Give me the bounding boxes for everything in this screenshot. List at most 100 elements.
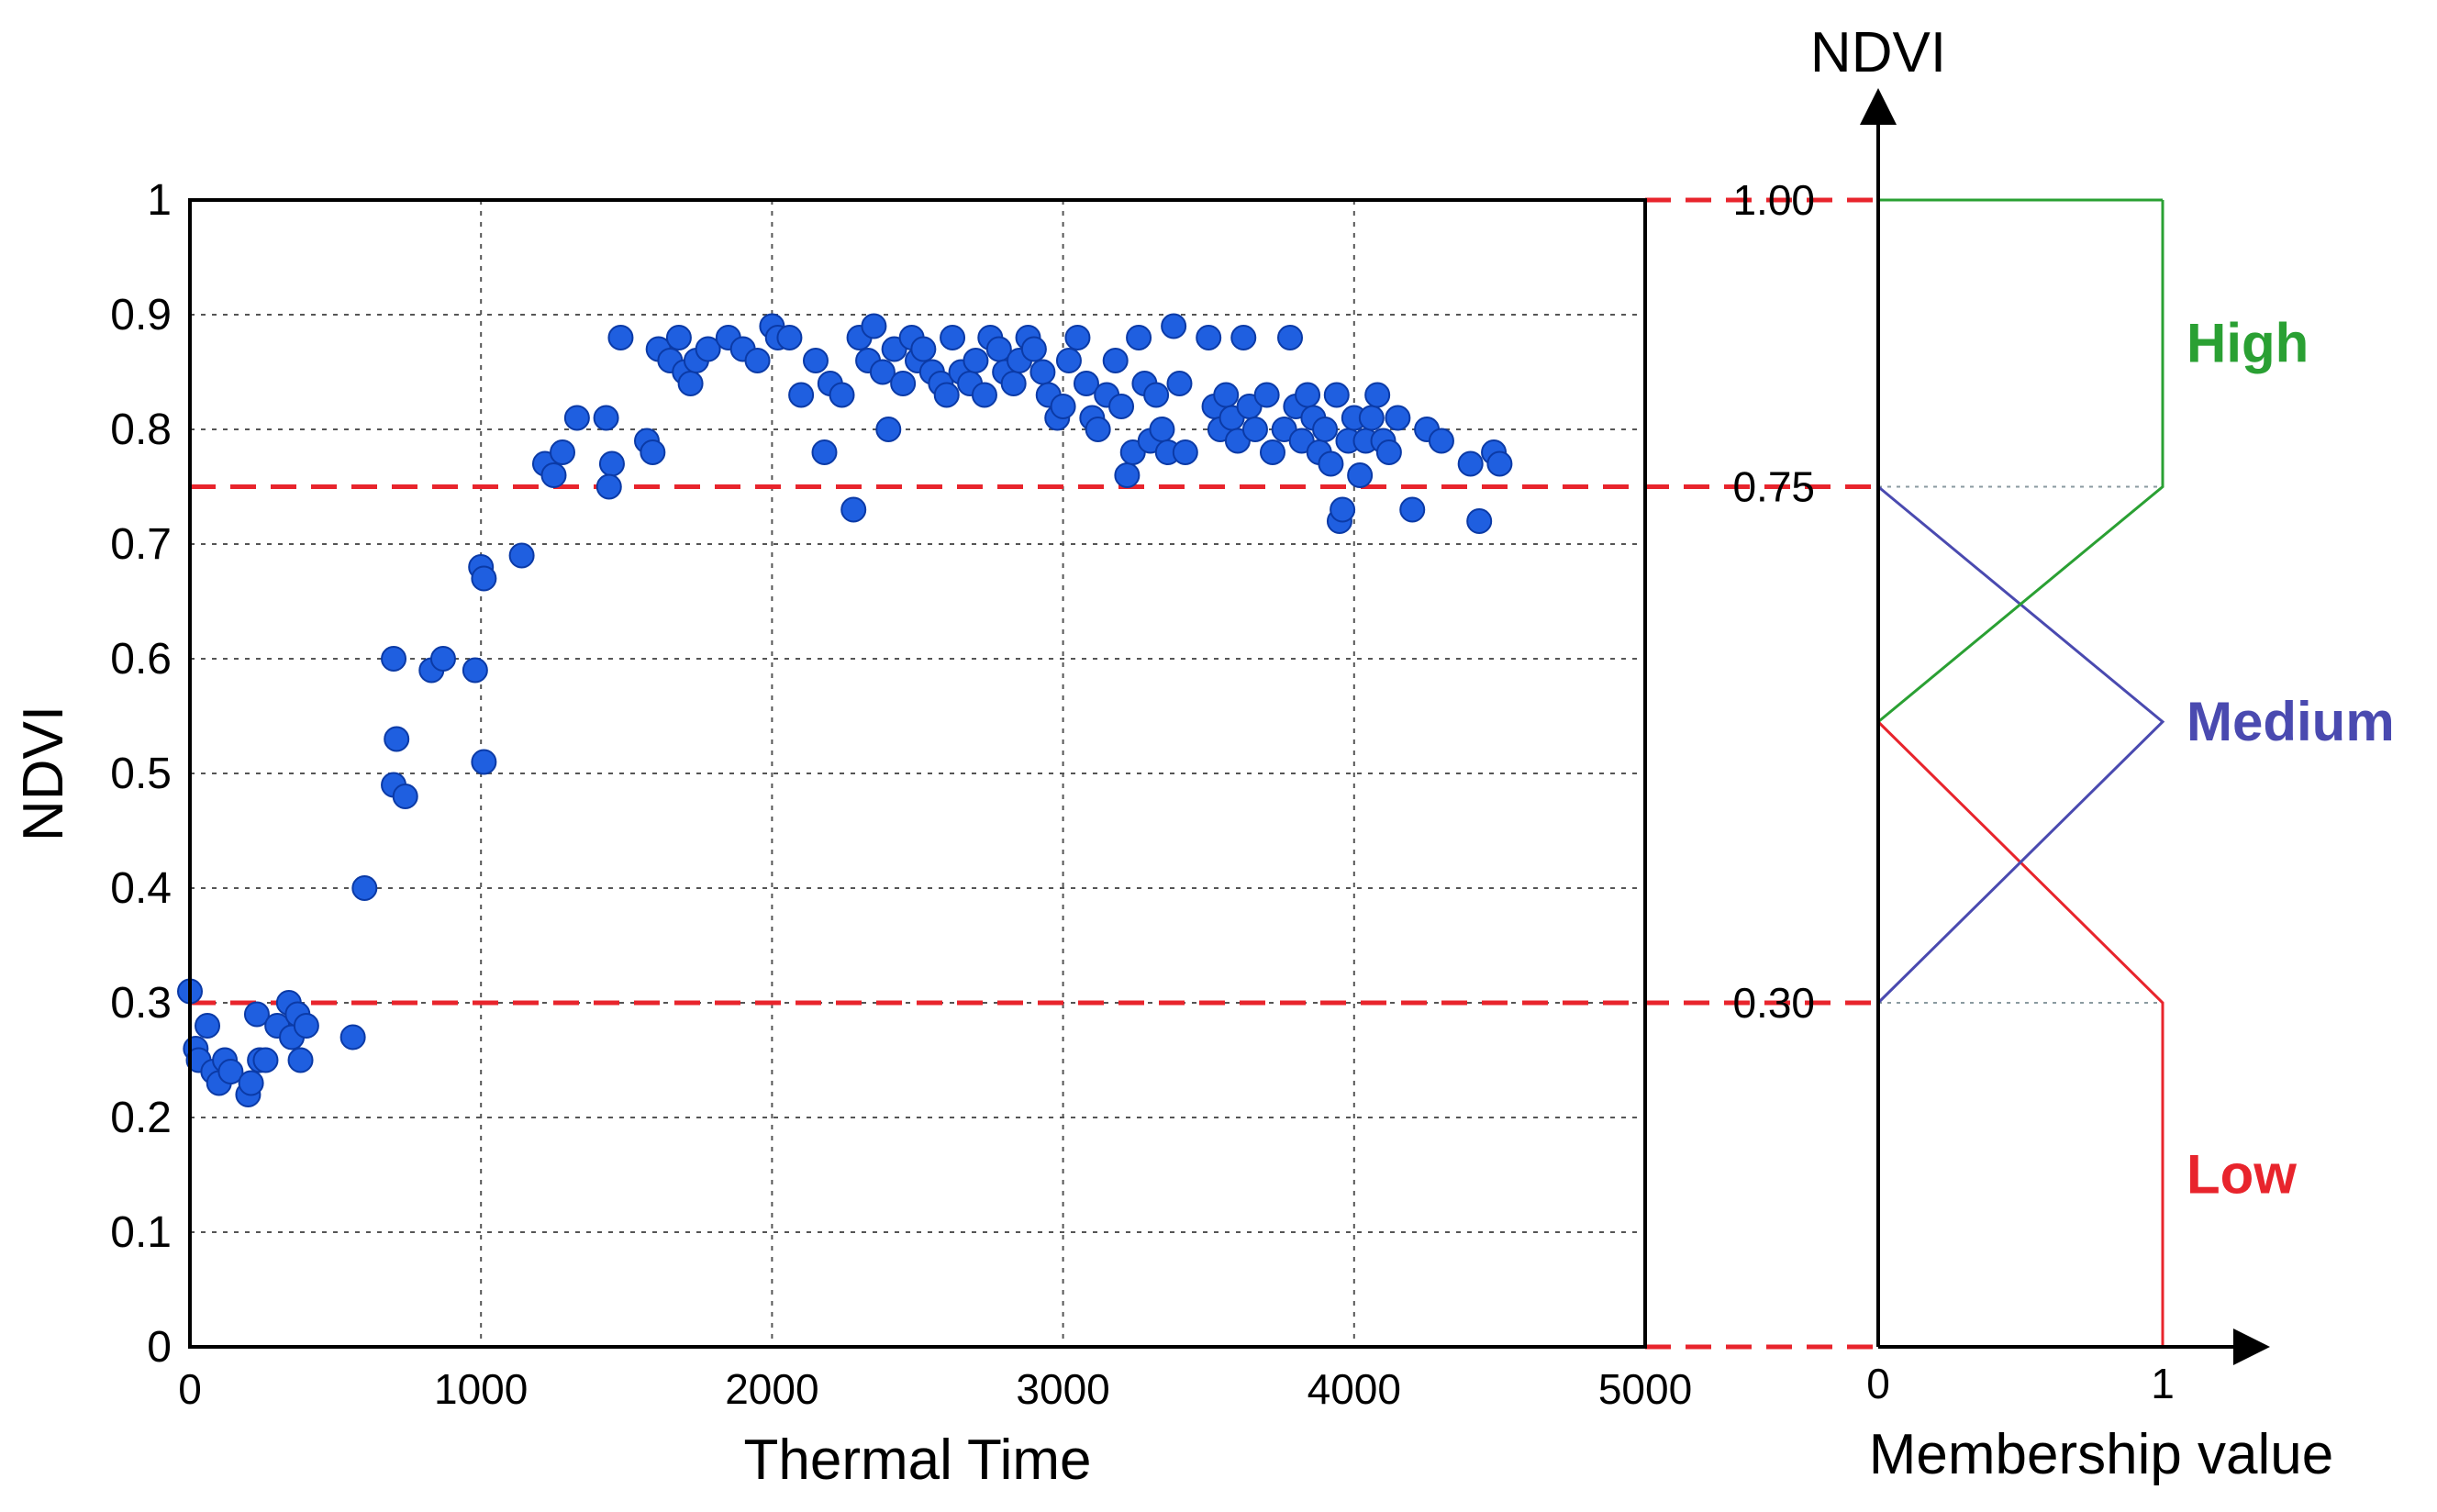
y-tick-label: 0.6 — [110, 635, 172, 684]
data-point — [563, 405, 590, 431]
plot-frame — [188, 198, 1647, 1349]
data-point — [540, 462, 567, 488]
data-point — [1428, 428, 1454, 454]
x-tick-labels: 0 1000 2000 3000 4000 5000 — [178, 1365, 1692, 1413]
membership-class-labels: High Medium Low — [2187, 312, 2395, 1205]
data-point — [1055, 348, 1082, 373]
x-tick-label: 3000 — [1016, 1365, 1109, 1413]
membership-x-axis-title: Membership value — [1869, 1423, 2334, 1486]
data-point — [910, 336, 937, 362]
data-point — [875, 417, 902, 442]
data-point — [788, 382, 815, 408]
data-point — [392, 784, 418, 809]
data-point — [1330, 496, 1356, 523]
data-point — [744, 348, 771, 373]
data-point — [1358, 405, 1385, 431]
data-point — [243, 1001, 270, 1028]
data-point — [1241, 417, 1268, 442]
class-label-medium: Medium — [2187, 691, 2395, 752]
data-point — [1161, 313, 1187, 339]
class-label-high: High — [2187, 312, 2309, 373]
membership-guide-lines — [1878, 485, 2163, 1004]
data-point — [471, 565, 497, 592]
y-tick-label: 0.3 — [110, 979, 172, 1028]
data-point — [1166, 371, 1193, 396]
data-point — [1073, 371, 1099, 396]
membership-y-axis-title: NDVI — [1810, 21, 1946, 84]
y-tick-label: 0.8 — [110, 406, 172, 454]
data-point — [971, 382, 997, 408]
data-point — [252, 1047, 279, 1073]
data-point — [195, 1013, 221, 1039]
data-point — [1253, 382, 1280, 408]
data-point — [1050, 394, 1076, 419]
data-point — [293, 1013, 319, 1039]
data-point — [1457, 450, 1484, 477]
membership-threshold-labels: 1.00 0.75 0.30 — [1732, 176, 1815, 1027]
data-point — [217, 1059, 244, 1084]
y-tick-label: 0.1 — [110, 1208, 172, 1257]
membership-curves — [1876, 198, 2165, 1347]
scatter-plot: 0 0.1 0.2 0.3 0.4 0.5 0.6 0.7 0.8 0.9 1 0 1000 2000 3… — [12, 176, 1878, 1492]
data-point — [1318, 450, 1344, 477]
data-point — [840, 496, 867, 523]
data-point — [598, 450, 625, 477]
y-tick-label: 0.7 — [110, 520, 172, 569]
data-point — [890, 371, 917, 396]
data-point — [1108, 394, 1135, 419]
data-point — [677, 371, 704, 396]
data-point — [1114, 462, 1141, 488]
data-point — [1230, 325, 1257, 350]
data-point — [861, 313, 887, 339]
data-point — [1029, 359, 1056, 385]
data-point — [1259, 439, 1285, 465]
data-point — [1126, 325, 1152, 350]
data-point — [776, 325, 803, 350]
data-point — [471, 749, 497, 775]
data-point — [1486, 450, 1513, 477]
data-point — [238, 1070, 264, 1096]
x-tick-label: 1000 — [434, 1365, 528, 1413]
data-point — [665, 325, 692, 350]
y-tick-label: 0.2 — [110, 1094, 172, 1142]
y-tick-label: 0 — [147, 1323, 172, 1372]
data-point — [1312, 417, 1339, 442]
y-axis-title: NDVI — [12, 706, 75, 841]
data-point — [381, 646, 407, 672]
data-point — [933, 382, 960, 408]
data-point — [508, 542, 535, 569]
data-point — [339, 1024, 366, 1051]
data-point — [550, 439, 576, 465]
data-point — [593, 405, 619, 431]
x-tick-label: 0 — [178, 1365, 202, 1413]
data-point — [1295, 382, 1321, 408]
threshold-label: 1.00 — [1732, 176, 1815, 224]
y-tick-labels: 0 0.1 0.2 0.3 0.4 0.5 0.6 0.7 0.8 0.9 1 — [110, 176, 172, 1372]
scatter-points — [177, 313, 1513, 1107]
data-point — [1375, 439, 1402, 465]
membership-curve-low — [1876, 720, 2164, 1347]
x-tick-label: 2000 — [725, 1365, 818, 1413]
data-point — [1196, 325, 1222, 350]
membership-x-tick: 0 — [1866, 1360, 1890, 1407]
y-tick-label: 1 — [147, 176, 172, 225]
data-point — [287, 1047, 314, 1073]
y-tick-label: 0.9 — [110, 291, 172, 339]
threshold-label: 0.30 — [1732, 979, 1815, 1027]
data-point — [351, 875, 378, 901]
data-point — [802, 348, 829, 373]
data-point — [1149, 417, 1175, 442]
class-label-low: Low — [2187, 1144, 2297, 1206]
data-point — [429, 646, 456, 672]
data-point — [811, 439, 838, 465]
x-tick-label: 5000 — [1598, 1365, 1692, 1413]
data-point — [1466, 508, 1493, 534]
data-point — [829, 382, 855, 408]
data-point — [1399, 496, 1426, 523]
y-tick-label: 0.5 — [110, 750, 172, 798]
data-point — [1102, 348, 1129, 373]
data-point — [462, 657, 488, 684]
data-point — [695, 336, 721, 362]
